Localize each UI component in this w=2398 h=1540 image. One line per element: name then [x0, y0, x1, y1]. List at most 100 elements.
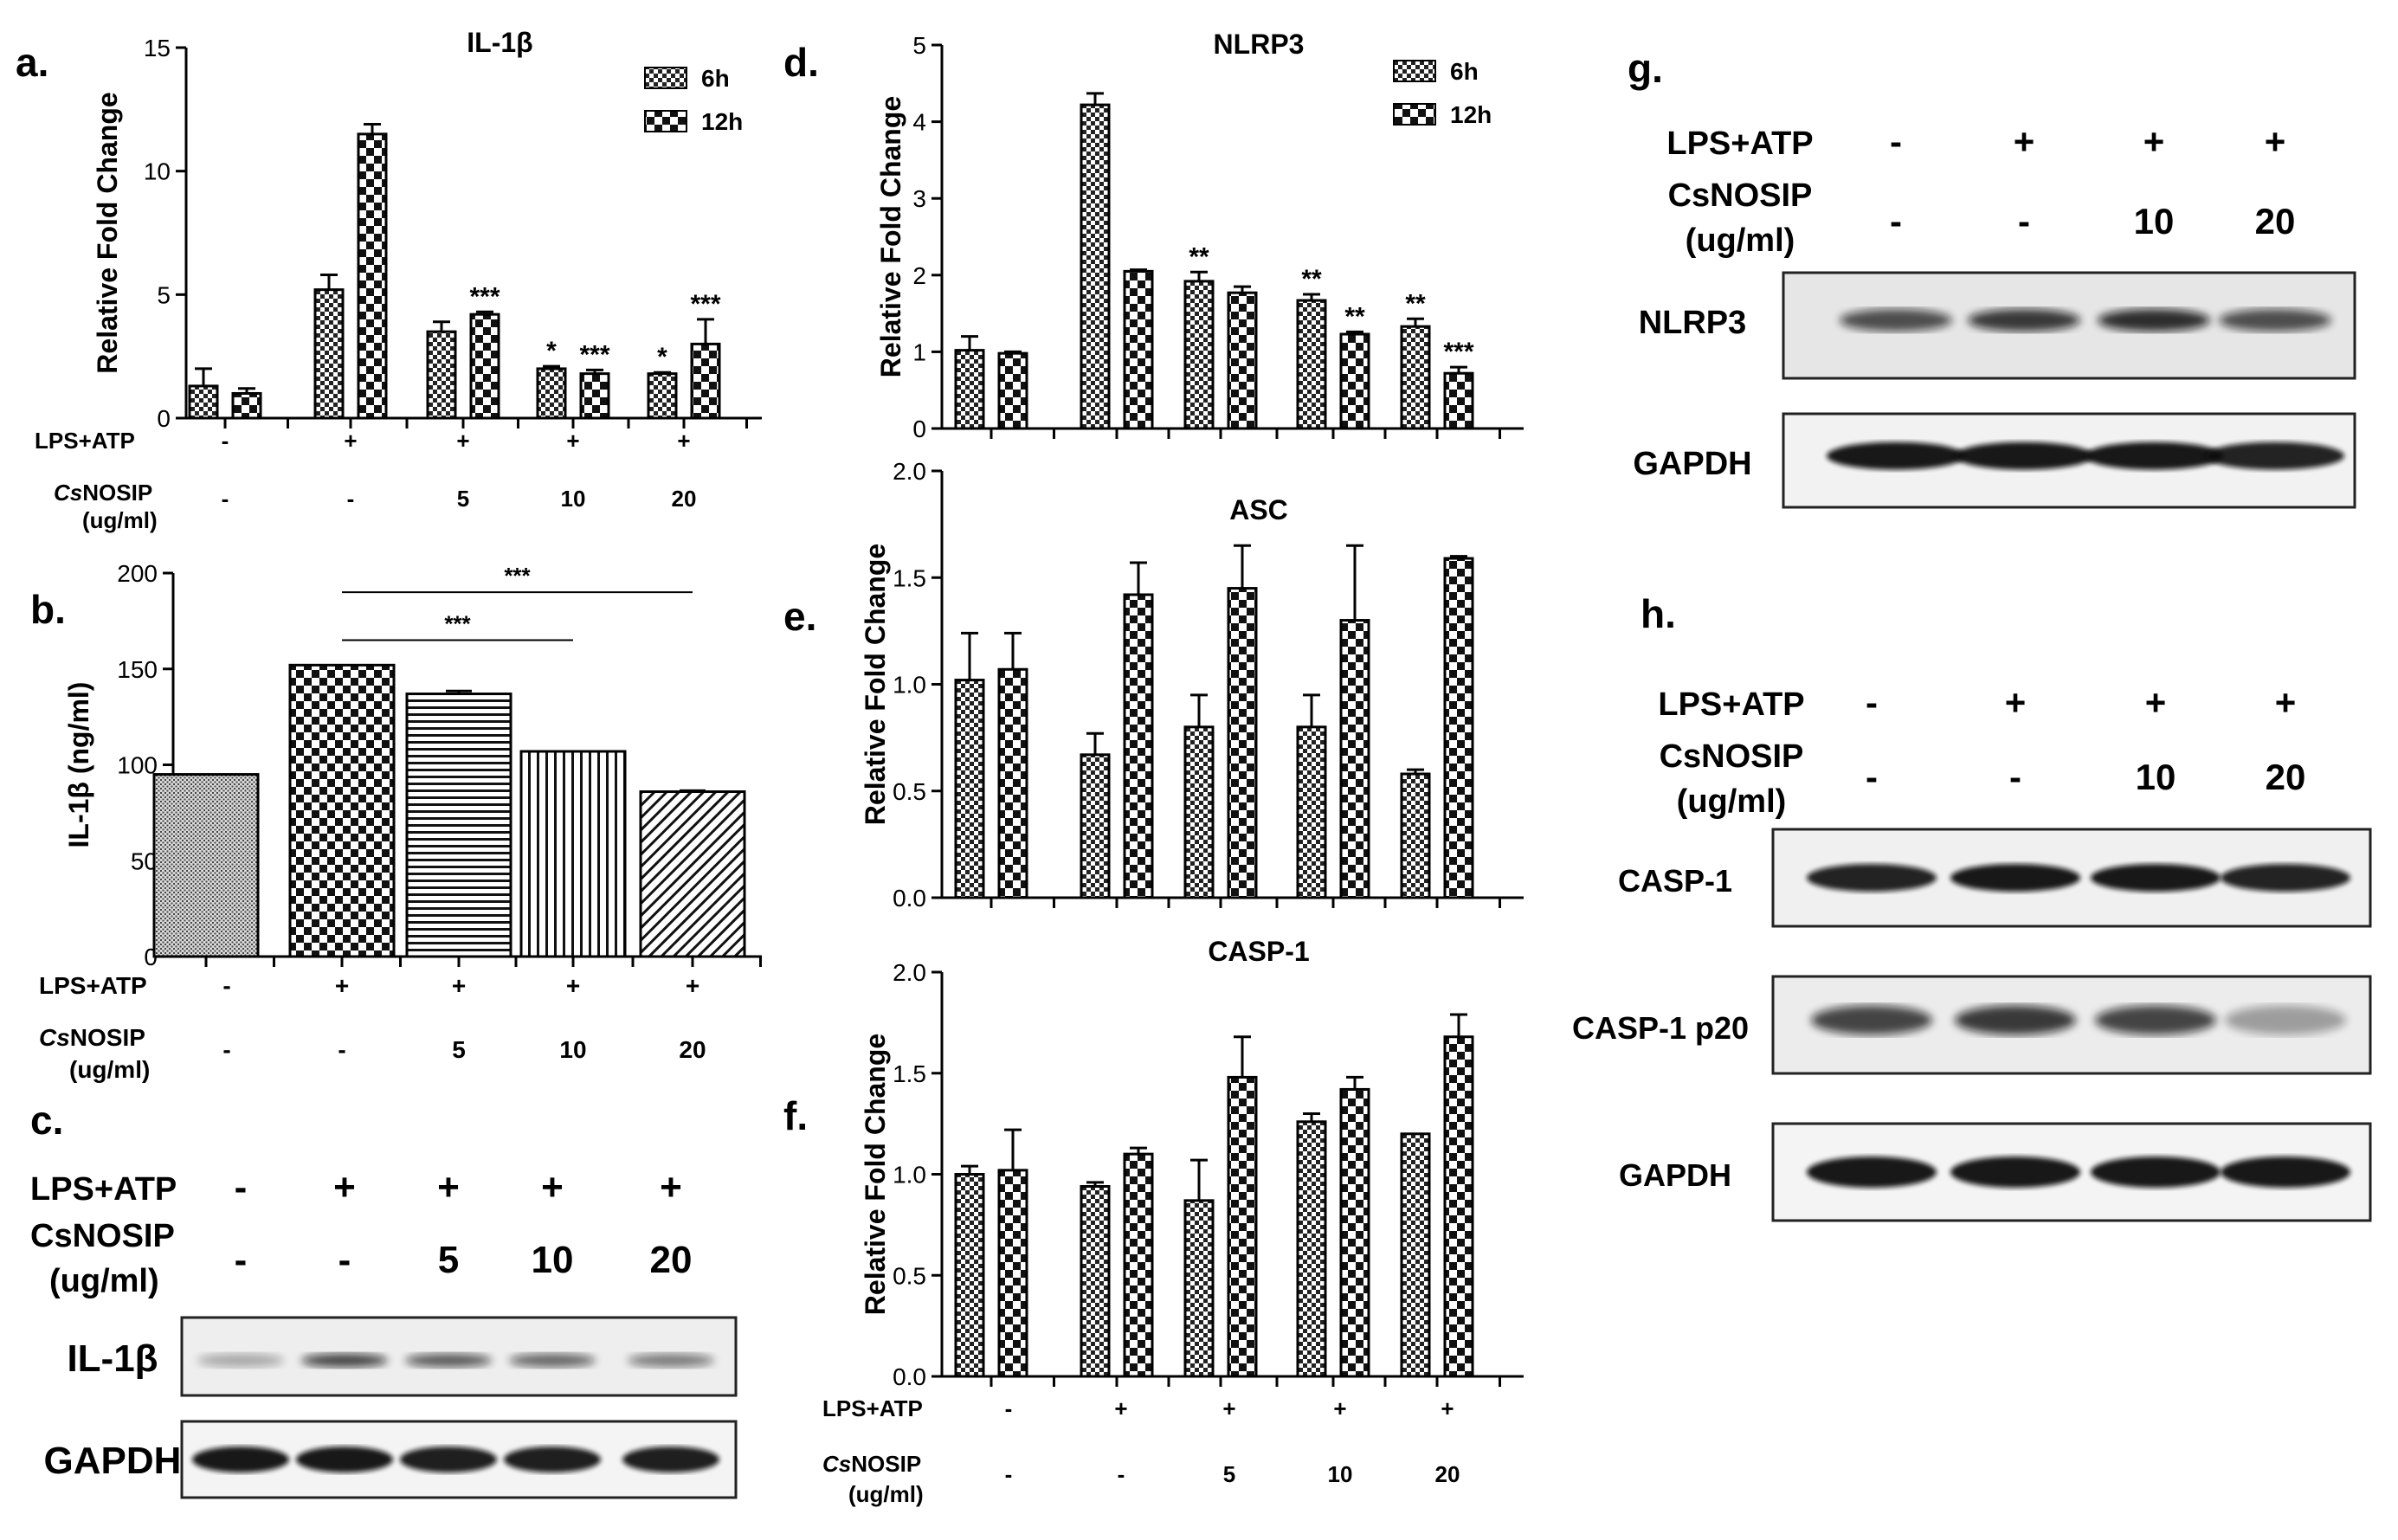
csnosip-value: -	[222, 1036, 230, 1063]
lps-atp-value: +	[2275, 682, 2297, 723]
unit-label: (ug/ml)	[1677, 783, 1787, 820]
bar-6h	[1400, 325, 1431, 430]
csnosip-value: 10	[561, 486, 586, 512]
significance-label: ***	[1443, 338, 1473, 366]
csnosip-value: 10	[559, 1036, 586, 1063]
y-tick-label: 1.5	[893, 564, 926, 591]
significance-label: **	[1301, 265, 1322, 293]
blot-band	[1968, 308, 2080, 332]
panel-letter-a: a.	[16, 40, 48, 85]
blot-label: GAPDH	[1619, 1157, 1731, 1193]
treatment-table-c: LPS+ATP CsNOSIP (ug/ml) - - + - +5 +10 +20	[30, 1166, 692, 1299]
bar-12h	[1443, 1035, 1474, 1378]
lps-atp-value: -	[1890, 121, 1902, 162]
lps-atp-label: LPS+ATP	[1666, 126, 1813, 162]
lps-atp-value: +	[677, 428, 690, 454]
blot-band	[192, 1447, 289, 1472]
significance-label: **	[1344, 302, 1365, 331]
blot-band	[2091, 1157, 2221, 1188]
lps-atp-value: +	[2014, 121, 2035, 162]
y-tick-label: 5	[157, 281, 171, 308]
chart-title: IL-1β	[467, 27, 532, 58]
lps-atp-value: +	[335, 972, 349, 999]
significance-label: ***	[690, 290, 720, 319]
significance-label: **	[1189, 242, 1209, 271]
blot-band	[1950, 1157, 2080, 1188]
lps-atp-value: -	[222, 428, 229, 454]
treatment-table-f: LPS+ATP CsNOSIP (ug/ml) - - + - +5 +10 +20	[822, 1395, 1460, 1507]
y-tick-label: 0.5	[893, 778, 926, 805]
y-tick-label: 10	[144, 158, 171, 185]
blot-label: CASP-1	[1618, 863, 1732, 899]
lps-atp-value: +	[686, 972, 699, 999]
csnosip-value: -	[235, 1239, 248, 1281]
y-tick-label: 3	[912, 185, 926, 212]
legend-swatch	[1393, 60, 1436, 82]
panel-letter-e: e.	[783, 594, 816, 639]
bar-12h	[579, 372, 610, 420]
blot-band	[2221, 1157, 2350, 1188]
bar-6h	[647, 372, 678, 420]
blot-band	[1807, 864, 1937, 892]
blot-band	[504, 1447, 601, 1472]
csnosip-value: -	[1866, 757, 1878, 797]
bar-12h	[1123, 1152, 1154, 1378]
bar-12h	[1227, 291, 1258, 430]
blot-band	[405, 1353, 492, 1368]
lps-atp-value: +	[1222, 1395, 1235, 1421]
lps-atp-value: +	[1441, 1395, 1454, 1421]
lps-atp-label: LPS+ATP	[30, 1171, 177, 1208]
lps-atp-value: +	[456, 428, 469, 454]
legend-label: 12h	[701, 108, 743, 135]
csnosip-value: -	[338, 1239, 351, 1281]
bar-12h	[997, 351, 1028, 430]
lps-atp-label: LPS+ATP	[35, 428, 135, 454]
blot-band	[1950, 864, 2080, 892]
csnosip-value: -	[2018, 201, 2030, 242]
bar-6h	[1400, 772, 1431, 899]
blot-band	[622, 1447, 719, 1472]
csnosip-value: -	[1005, 1461, 1013, 1487]
blot-label: CASP-1 p20	[1572, 1010, 1749, 1046]
panel-letter-h: h.	[1641, 591, 1676, 636]
blot-band	[1955, 441, 2093, 470]
y-tick-label: 1	[912, 338, 926, 365]
bar-12h	[1227, 1075, 1258, 1378]
legend-label: 6h	[1450, 58, 1479, 85]
y-tick-label: 2.0	[893, 458, 926, 485]
csnosip-value: 5	[438, 1239, 459, 1281]
blot-band	[628, 1353, 714, 1368]
y-axis-label: Relative Fold Change	[860, 1034, 891, 1315]
bar-6h	[954, 1173, 985, 1378]
y-tick-label: 4	[912, 109, 926, 136]
lps-atp-label: LPS+ATP	[39, 972, 147, 999]
legend-swatch	[644, 67, 687, 89]
bar-6h	[313, 288, 345, 420]
unit-label: (ug/ml)	[1686, 222, 1795, 259]
significance-label: **	[1405, 289, 1426, 318]
csnosip-value: -	[1890, 201, 1902, 242]
blot-band	[2221, 864, 2350, 892]
lps-atp-value: -	[222, 972, 230, 999]
y-tick-label: 100	[117, 752, 158, 779]
blot-band	[296, 1447, 393, 1472]
bar-6h	[954, 349, 985, 430]
chart-f-casp1: 0.0 0.5 1.0 1.5 2.0 Relative Fold Change CASP-…	[860, 936, 1524, 1390]
lps-atp-value: +	[566, 972, 580, 999]
bar-12h	[1227, 587, 1258, 899]
significance-label: ***	[504, 563, 531, 589]
bar-6h	[1183, 280, 1215, 430]
lps-atp-value: +	[541, 1166, 564, 1208]
lps-atp-value: +	[1333, 1395, 1346, 1421]
blot-band	[2085, 441, 2223, 470]
lps-atp-value: +	[333, 1166, 356, 1208]
lps-atp-value: +	[2265, 121, 2286, 162]
csnosip-value: 20	[1435, 1461, 1460, 1487]
legend-swatch	[1393, 103, 1436, 126]
csnosip-value: 20	[672, 486, 697, 512]
panel-letters: a. b. c. d. e. f. g. h.	[16, 40, 1676, 1143]
bar-6h	[1296, 299, 1327, 430]
panel-letter-d: d.	[783, 40, 819, 85]
